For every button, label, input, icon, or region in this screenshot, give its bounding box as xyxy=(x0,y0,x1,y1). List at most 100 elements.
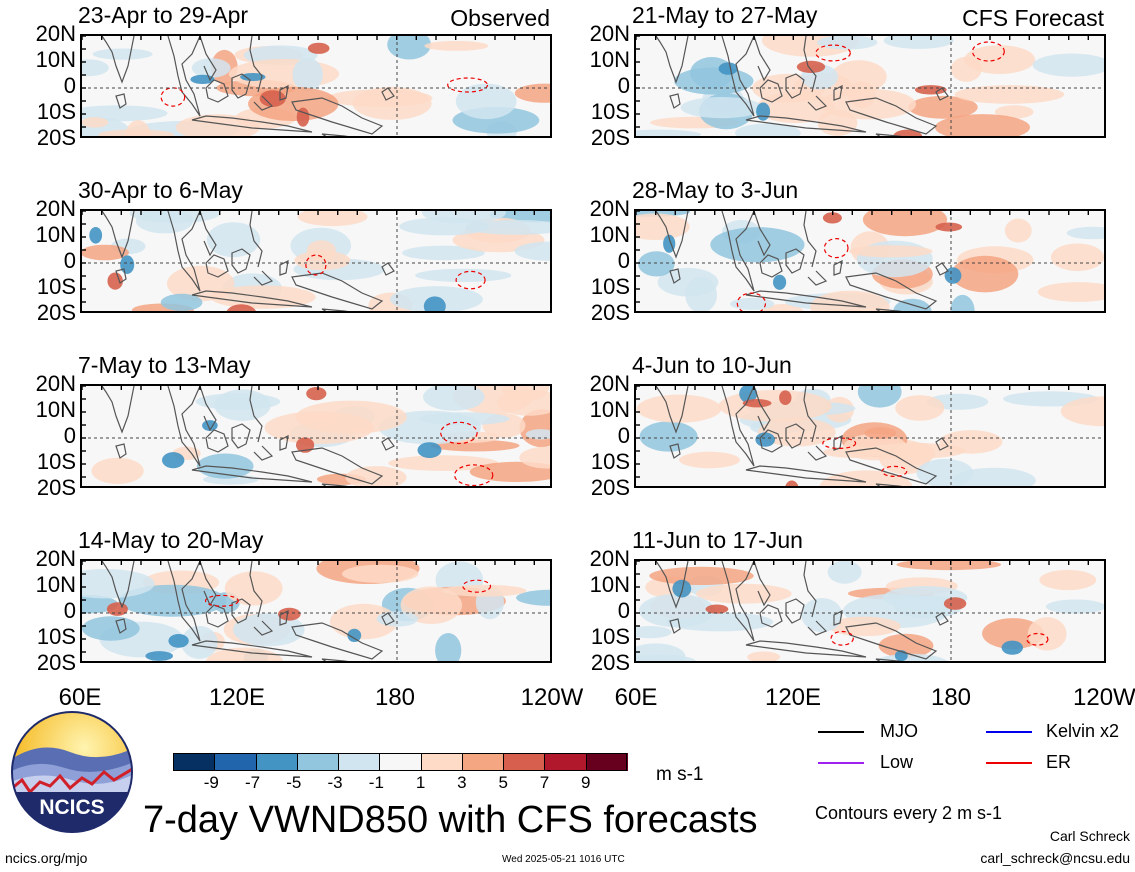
wind-anomaly-shading xyxy=(191,58,231,78)
wind-anomaly-shading xyxy=(639,421,698,452)
coastline xyxy=(759,604,783,628)
coastline xyxy=(745,115,867,133)
url-link[interactable]: ncics.org/mjo xyxy=(5,850,88,866)
wind-anomaly-core xyxy=(106,602,128,616)
wind-anomaly-shading xyxy=(827,561,862,584)
coastline xyxy=(833,84,843,101)
coastline xyxy=(935,612,949,626)
er-contour xyxy=(447,77,489,93)
coastline xyxy=(381,612,395,626)
wind-anomaly-shading xyxy=(424,40,489,51)
wind-anomaly-core xyxy=(226,304,256,311)
coastline xyxy=(199,211,217,257)
coastline xyxy=(253,445,274,461)
lat-label: 10N xyxy=(589,222,630,247)
panel-tag: CFS Forecast xyxy=(962,5,1104,31)
legend-line-er xyxy=(986,762,1032,764)
colorbar-tick-label: 7 xyxy=(539,773,550,792)
wind-anomaly-shading xyxy=(680,97,763,119)
legend-line-low xyxy=(818,762,864,764)
lon-label: 120E xyxy=(764,684,822,711)
coastline xyxy=(833,259,843,276)
coastline xyxy=(875,658,903,661)
legend-line-kelvin xyxy=(986,731,1032,733)
coastline xyxy=(101,36,135,84)
wind-anomaly-core xyxy=(145,651,173,661)
lat-label: 20N xyxy=(589,371,630,396)
wind-anomaly-core xyxy=(423,296,446,311)
author-email[interactable]: carl_schreck@ncsu.edu xyxy=(980,850,1130,866)
lon-label: 180 xyxy=(374,684,416,711)
wind-anomaly-shading xyxy=(895,395,945,421)
wind-anomaly-shading xyxy=(514,83,550,103)
coastline xyxy=(253,620,274,636)
colorbar-tick-label: -7 xyxy=(244,773,261,792)
wind-anomaly-shading xyxy=(935,114,1030,136)
wind-anomaly-shading xyxy=(1004,218,1032,243)
er-contour xyxy=(454,464,494,486)
coastline xyxy=(167,561,201,642)
er-contour xyxy=(971,41,1005,62)
lat-label: 20N xyxy=(35,196,76,221)
wind-anomaly-shading xyxy=(636,213,690,240)
coastline xyxy=(167,36,201,117)
coastline xyxy=(753,211,771,257)
wind-anomaly-core xyxy=(347,628,362,642)
coastline xyxy=(655,386,689,434)
panel-title: 14-May to 20-May xyxy=(78,527,264,553)
lat-label: 20N xyxy=(35,546,76,571)
lon-label: 120E xyxy=(208,684,266,711)
coastline xyxy=(745,465,867,483)
coastline xyxy=(205,254,229,278)
wind-anomaly-core xyxy=(755,432,775,447)
coastline xyxy=(721,211,755,292)
map-field xyxy=(82,386,550,486)
coastline xyxy=(669,93,681,109)
coastline xyxy=(249,211,263,268)
map-field xyxy=(636,561,1104,661)
coastline xyxy=(875,133,903,136)
coastline xyxy=(753,561,771,607)
lat-label: 20N xyxy=(589,546,630,571)
coastline xyxy=(745,640,867,658)
wind-anomaly-shading xyxy=(469,461,550,482)
timestamp: Wed 2025-05-21 1016 UTC xyxy=(502,854,625,865)
wind-anomaly-shading xyxy=(82,117,109,128)
lat-label: 0 xyxy=(617,423,630,448)
colorbar-unit: m s-1 xyxy=(656,764,704,785)
colorbar-cell xyxy=(296,753,340,771)
coastline xyxy=(875,308,903,311)
coastline xyxy=(785,73,805,99)
colorbar-tick-label: -9 xyxy=(203,773,219,792)
lon-label: 60E xyxy=(58,684,102,711)
coastline xyxy=(721,386,755,467)
lat-label: 20S xyxy=(590,300,630,325)
wind-anomaly-shading xyxy=(514,241,550,261)
wind-anomaly-shading xyxy=(950,56,982,82)
colorbar-cells xyxy=(173,753,629,771)
map-panel xyxy=(80,384,552,488)
panel-tag: Observed xyxy=(450,5,550,31)
coastline xyxy=(669,443,681,459)
coastline xyxy=(191,640,313,658)
coastline xyxy=(291,622,384,660)
wind-anomaly-shading xyxy=(525,429,550,440)
coastline xyxy=(115,443,127,459)
wind-anomaly-shading xyxy=(82,616,140,641)
lon-label: 120W xyxy=(520,684,584,711)
wind-anomaly-shading xyxy=(883,36,954,49)
colorbar-cell xyxy=(214,753,258,771)
lat-label: 10S xyxy=(590,449,630,474)
wind-anomaly-shading xyxy=(638,251,675,277)
wind-anomaly-shading xyxy=(465,220,550,235)
wind-anomaly-core xyxy=(120,255,135,274)
coastline xyxy=(321,483,349,486)
coastline xyxy=(803,36,817,93)
colorbar-tick-label: -5 xyxy=(286,773,302,792)
coastline xyxy=(279,259,289,276)
wind-anomaly-shading xyxy=(294,250,351,271)
lat-label: 20S xyxy=(36,475,76,500)
wind-anomaly-core xyxy=(259,90,286,107)
coastline xyxy=(381,262,395,276)
panel-title: 4-Jun to 10-Jun xyxy=(632,352,792,378)
